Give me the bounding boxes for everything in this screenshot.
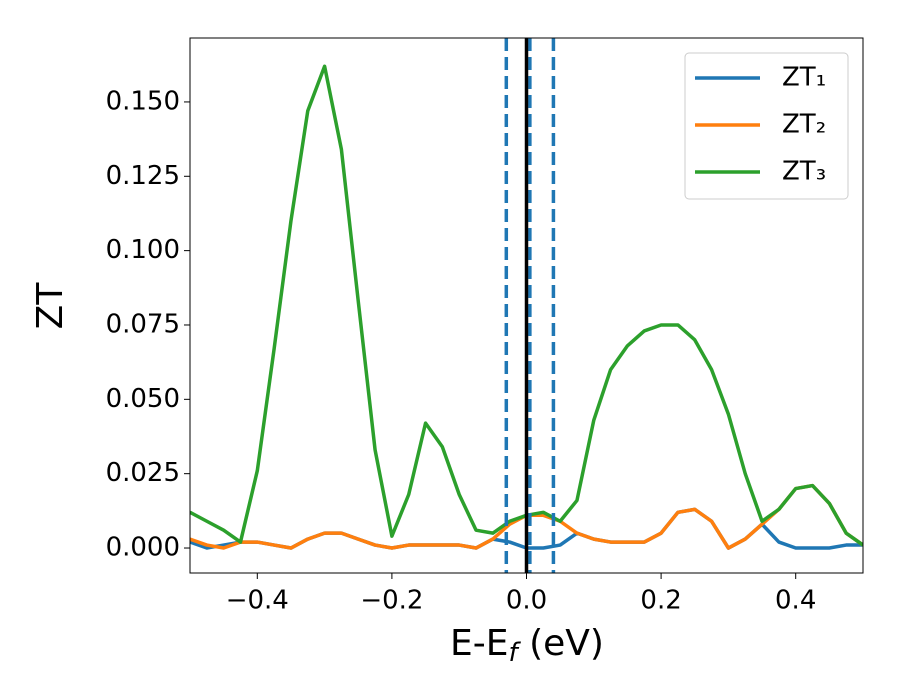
legend-label: ZT₃ [782, 157, 826, 187]
y-tick-label: 0.050 [106, 384, 180, 414]
x-tick-label: 0.2 [640, 586, 681, 616]
x-axis-label: E-Ef (eV) [450, 623, 604, 668]
x-tick-label: 0.4 [775, 586, 816, 616]
x-tick-label: −0.4 [226, 586, 289, 616]
y-tick-label: 0.125 [106, 161, 180, 191]
y-tick-label: 0.075 [106, 309, 180, 339]
y-axis-label: ZT [30, 282, 71, 330]
x-label-main: E-E [450, 623, 508, 664]
x-tick-label: 0.0 [506, 586, 547, 616]
y-tick-label: 0.000 [106, 533, 180, 563]
y-tick-label: 0.025 [106, 458, 180, 488]
legend-box [684, 52, 849, 200]
x-tick-label: −0.2 [360, 586, 423, 616]
x-label-rest: (eV) [518, 623, 604, 664]
legend-label: ZT₁ [782, 63, 826, 93]
y-tick-label: 0.150 [106, 86, 180, 116]
plot-frame [189, 37, 864, 574]
legend-label: ZT₂ [782, 110, 826, 140]
y-tick-label: 0.100 [106, 235, 180, 265]
